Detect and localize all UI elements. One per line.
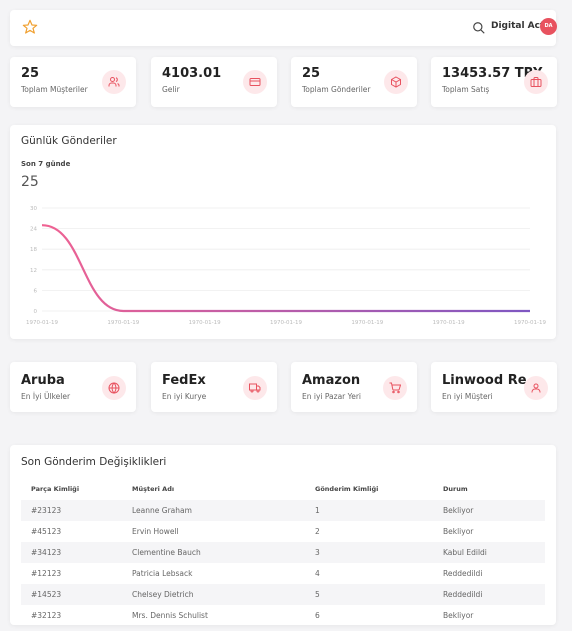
best-label: En iyi Kurye bbox=[162, 392, 207, 401]
column-header[interactable]: Gönderim Kimliği bbox=[315, 485, 379, 493]
stat-value: 25 bbox=[302, 66, 321, 81]
best-value: FedEx bbox=[162, 373, 206, 388]
shipment-id: 2 bbox=[315, 527, 320, 536]
stat-value: 13453.57 TRY bbox=[442, 66, 543, 81]
part-id: #34123 bbox=[31, 548, 62, 557]
status: Reddedildi bbox=[443, 569, 483, 578]
stat-card-revenue: 4103.01 Gelir bbox=[151, 57, 277, 107]
table-title: Son Gönderim Değişiklikleri bbox=[21, 456, 167, 468]
stat-value: 25 bbox=[21, 66, 40, 81]
series-line bbox=[41, 224, 530, 313]
table-row[interactable]: #32123 Mrs. Dennis Schulist 6 Bekliyor bbox=[21, 605, 545, 626]
best-country-card: Aruba En İyi Ülkeler bbox=[10, 362, 136, 412]
status: Kabul Edildi bbox=[443, 548, 487, 557]
x-tick-label: 1970-01-19 bbox=[26, 320, 58, 326]
best-marketplace-card: Amazon En iyi Pazar Yeri bbox=[291, 362, 417, 412]
star-icon[interactable] bbox=[22, 19, 38, 35]
y-tick-label: 0 bbox=[34, 309, 38, 315]
shipments-chart: 30 24 18 12 6 0 1970-01-19 1970-01-19 1970-01-1… bbox=[26, 206, 546, 326]
column-header[interactable]: Müşteri Adı bbox=[132, 485, 175, 493]
table-row[interactable]: #12123 Patricia Lebsack 4 Reddedildi bbox=[21, 563, 545, 584]
user-icon bbox=[524, 376, 548, 400]
status: Bekliyor bbox=[443, 527, 474, 536]
y-tick-label: 12 bbox=[30, 268, 37, 274]
table-row[interactable]: #14523 Chelsey Dietrich 5 Reddedildi bbox=[21, 584, 545, 605]
best-label: En iyi Pazar Yeri bbox=[302, 392, 362, 401]
stat-card-shipments: 25 Toplam Gönderiler bbox=[291, 57, 417, 107]
best-value: Linwood Re bbox=[442, 373, 527, 388]
x-tick-label: 1970-01-19 bbox=[433, 320, 465, 326]
x-tick-label: 1970-01-19 bbox=[270, 320, 302, 326]
customer-name: Chelsey Dietrich bbox=[132, 590, 194, 599]
stat-label: Gelir bbox=[162, 85, 180, 94]
stat-card-customers: 25 Toplam Müşteriler bbox=[10, 57, 136, 107]
globe-icon bbox=[102, 376, 126, 400]
part-id: #23123 bbox=[31, 506, 62, 515]
part-id: #14523 bbox=[31, 590, 62, 599]
customer-name: Leanne Graham bbox=[132, 506, 192, 515]
shipment-id: 3 bbox=[315, 548, 320, 557]
shipment-id: 6 bbox=[315, 611, 320, 620]
best-customer-card: Linwood Re En iyi Müşteri bbox=[431, 362, 557, 412]
best-label: En İyi Ülkeler bbox=[21, 392, 71, 401]
y-tick-label: 24 bbox=[30, 227, 37, 233]
chart-total: 25 bbox=[21, 174, 39, 190]
shipment-id: 4 bbox=[315, 569, 320, 578]
user-name[interactable]: Digital Act bbox=[491, 21, 545, 31]
credit-card-icon bbox=[243, 70, 267, 94]
part-id: #32123 bbox=[31, 611, 62, 620]
column-header[interactable]: Parça Kimliği bbox=[31, 485, 80, 493]
recent-changes-card: Son Gönderim Değişiklikleri Parça Kimliğ… bbox=[10, 445, 556, 625]
briefcase-icon bbox=[524, 70, 548, 94]
x-tick-label: 1970-01-19 bbox=[514, 320, 546, 326]
best-courier-card: FedEx En iyi Kurye bbox=[151, 362, 277, 412]
daily-shipments-card: Günlük Gönderiler Son 7 günde 25 30 24 18 1… bbox=[10, 125, 556, 339]
best-value: Amazon bbox=[302, 373, 361, 388]
table-row[interactable]: #23123 Leanne Graham 1 Bekliyor bbox=[21, 500, 545, 521]
shopping-cart-icon bbox=[383, 376, 407, 400]
shipment-id: 1 bbox=[315, 506, 320, 515]
shipment-id: 5 bbox=[315, 590, 320, 599]
table-row[interactable]: #45123 Ervin Howell 2 Bekliyor bbox=[21, 521, 545, 542]
users-icon bbox=[102, 70, 126, 94]
search-icon[interactable] bbox=[472, 21, 486, 35]
table-header: Parça Kimliği Müşteri Adı Gönderim Kimli… bbox=[21, 478, 545, 500]
part-id: #12123 bbox=[31, 569, 62, 578]
customer-name: Mrs. Dennis Schulist bbox=[132, 611, 208, 620]
status: Reddedildi bbox=[443, 590, 483, 599]
customer-name: Clementine Bauch bbox=[132, 548, 201, 557]
customer-name: Ervin Howell bbox=[132, 527, 179, 536]
x-tick-label: 1970-01-19 bbox=[189, 320, 221, 326]
y-tick-label: 18 bbox=[30, 247, 37, 253]
status: Bekliyor bbox=[443, 506, 474, 515]
stat-value: 4103.01 bbox=[162, 66, 222, 81]
best-label: En iyi Müşteri bbox=[442, 392, 493, 401]
chart-title: Günlük Gönderiler bbox=[21, 135, 117, 147]
stat-label: Toplam Satış bbox=[442, 85, 490, 94]
best-value: Aruba bbox=[21, 373, 65, 388]
status: Bekliyor bbox=[443, 611, 474, 620]
stat-card-sales: 13453.57 TRY Toplam Satış bbox=[431, 57, 557, 107]
package-icon bbox=[384, 70, 408, 94]
column-header[interactable]: Durum bbox=[443, 485, 468, 493]
x-tick-label: 1970-01-19 bbox=[107, 320, 139, 326]
y-tick-label: 6 bbox=[34, 288, 38, 294]
avatar[interactable]: DA bbox=[540, 18, 557, 35]
top-bar: Digital Act DA bbox=[10, 10, 557, 46]
stat-label: Toplam Gönderiler bbox=[302, 85, 371, 94]
customer-name: Patricia Lebsack bbox=[132, 569, 193, 578]
y-tick-label: 30 bbox=[30, 206, 37, 212]
chart-subtitle: Son 7 günde bbox=[21, 160, 71, 168]
part-id: #45123 bbox=[31, 527, 62, 536]
truck-icon bbox=[243, 376, 267, 400]
stat-label: Toplam Müşteriler bbox=[21, 85, 88, 94]
x-tick-label: 1970-01-19 bbox=[351, 320, 383, 326]
table-row[interactable]: #34123 Clementine Bauch 3 Kabul Edildi bbox=[21, 542, 545, 563]
